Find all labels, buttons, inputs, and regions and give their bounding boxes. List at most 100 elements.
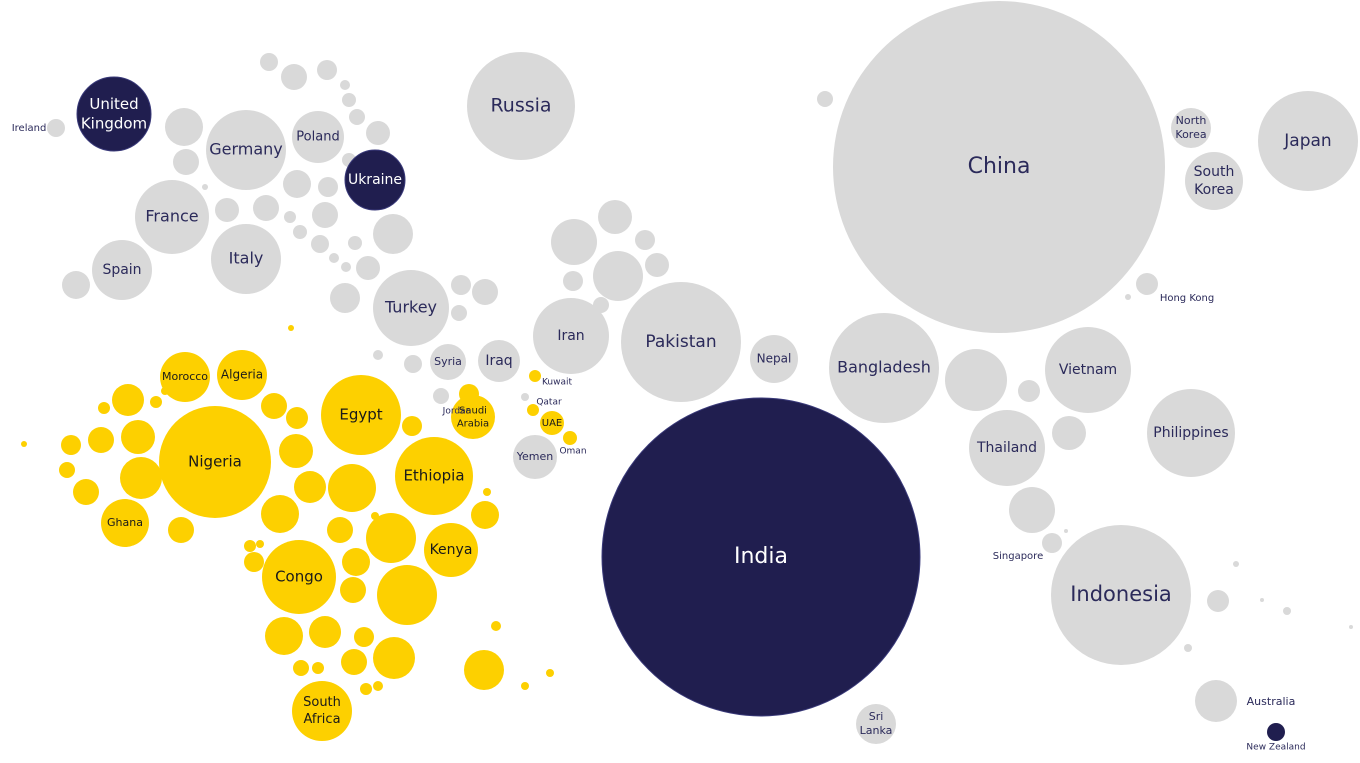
country-bubble: [344, 149, 406, 211]
bubble: [635, 230, 655, 250]
bubble: [286, 407, 308, 429]
country-label: Kingdom: [81, 114, 147, 132]
bubble: [546, 669, 554, 677]
country-label: Ireland: [12, 123, 47, 134]
bubble: [261, 393, 287, 419]
country-bubble: [47, 119, 65, 137]
country-label: Poland: [296, 130, 339, 145]
country-label: Vietnam: [1059, 362, 1117, 378]
bubble: [279, 434, 313, 468]
bubble: [373, 214, 413, 254]
country-bubble: [533, 298, 609, 374]
bubble: [165, 108, 203, 146]
country-label: Morocco: [162, 370, 208, 383]
country-label: Congo: [275, 568, 323, 586]
bubble: [373, 681, 383, 691]
country-bubble: [430, 344, 466, 380]
bubble: [317, 60, 337, 80]
country-label: Turkey: [384, 298, 437, 317]
bubble: [521, 682, 529, 690]
country-label: Spain: [102, 262, 141, 278]
country-bubble: [1267, 723, 1285, 741]
bubble: [491, 621, 501, 631]
bubble: [253, 195, 279, 221]
bubble: [21, 441, 27, 447]
bubble: [1009, 487, 1055, 533]
bubble: [464, 650, 504, 690]
bubble: [150, 396, 162, 408]
country-bubble: [969, 410, 1045, 486]
bubble: [1233, 561, 1239, 567]
bubble: [261, 495, 299, 533]
country-bubble: [1147, 389, 1235, 477]
country-bubble: [513, 435, 557, 479]
country-label: Iraq: [485, 353, 512, 369]
country-label: Thailand: [976, 440, 1037, 456]
bubble: [121, 420, 155, 454]
bubble: [73, 479, 99, 505]
bubble: [281, 64, 307, 90]
bubble: [354, 627, 374, 647]
bubble: [330, 283, 360, 313]
bubble: [329, 253, 339, 263]
country-bubble: [1171, 108, 1211, 148]
bubble: [451, 305, 467, 321]
country-label: Pakistan: [645, 332, 716, 352]
country-bubble: [459, 384, 479, 404]
country-label: Hong Kong: [1160, 293, 1214, 304]
bubble: [1052, 416, 1086, 450]
bubble: [288, 325, 294, 331]
bubble: [256, 540, 264, 548]
bubble: [312, 662, 324, 674]
bubble: [348, 236, 362, 250]
country-bubble: [1042, 533, 1062, 553]
bubble: [1064, 529, 1068, 533]
country-label: Africa: [303, 712, 340, 727]
country-bubble: [527, 404, 539, 416]
country-bubble: [451, 395, 495, 439]
country-label: Jordan: [442, 407, 472, 417]
bubble: [59, 462, 75, 478]
bubble: [366, 513, 416, 563]
bubble: [373, 350, 383, 360]
bubble: [61, 435, 81, 455]
country-label: Japan: [1283, 131, 1331, 151]
bubble: [366, 121, 390, 145]
bubble: [1349, 625, 1353, 629]
bubble: [202, 184, 208, 190]
country-label: Bangladesh: [837, 358, 931, 377]
country-label: Arabia: [457, 419, 489, 430]
bubble: [244, 540, 256, 552]
country-label: Nigeria: [188, 453, 242, 471]
country-bubble: [211, 224, 281, 294]
country-bubble: [321, 375, 401, 455]
bubble: [284, 211, 296, 223]
bubble: [88, 427, 114, 453]
bubble: [645, 253, 669, 277]
bubble: [356, 256, 380, 280]
bubble: [309, 616, 341, 648]
country-label: Australia: [1247, 695, 1296, 708]
country-label: Oman: [559, 447, 586, 457]
bubble: [551, 219, 597, 265]
bubble: [598, 200, 632, 234]
bubble: [433, 388, 449, 404]
bubble: [1207, 590, 1229, 612]
country-bubble: [478, 340, 520, 382]
bubble: [328, 464, 376, 512]
bubble: [1260, 598, 1264, 602]
bubble: [265, 617, 303, 655]
country-bubble: [1051, 525, 1191, 665]
country-bubble: [159, 406, 271, 518]
country-label: Qatar: [536, 398, 562, 408]
country-label: Lanka: [860, 724, 893, 737]
country-label: China: [968, 154, 1031, 179]
country-bubble: [135, 180, 209, 254]
country-bubble: [563, 431, 577, 445]
bubble: [294, 471, 326, 503]
country-label: Korea: [1194, 182, 1234, 198]
country-label: UAE: [542, 418, 562, 429]
bubble: [593, 251, 643, 301]
bubble: [173, 149, 199, 175]
bubble: [293, 225, 307, 239]
